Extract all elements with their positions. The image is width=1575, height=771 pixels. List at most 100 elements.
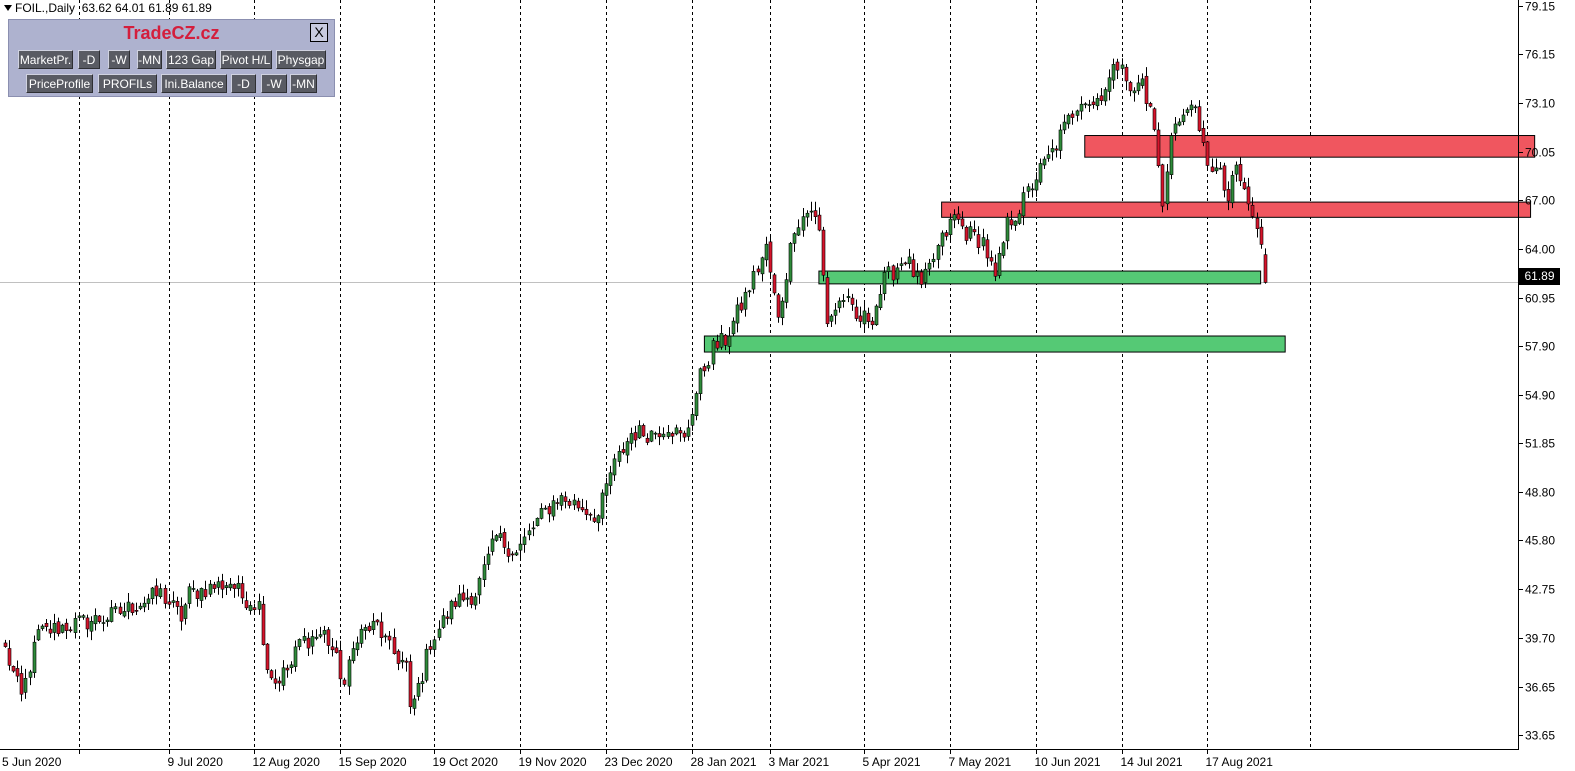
candle-bull	[735, 304, 740, 324]
candle-bull	[138, 605, 143, 609]
candle-bull	[637, 425, 642, 439]
candle-bear	[1152, 108, 1157, 130]
candle-bull	[931, 258, 936, 263]
candle-bull	[940, 232, 945, 247]
candle-bull	[89, 620, 94, 632]
candle-bear	[1091, 101, 1096, 105]
candle-bear	[989, 257, 994, 262]
y-tick-label: 70.05	[1525, 146, 1555, 160]
candle-bull	[600, 492, 605, 519]
candle-bull	[886, 266, 891, 272]
collapse-triangle-icon[interactable]	[4, 4, 12, 11]
candle-bear	[854, 306, 859, 319]
mp-day-button[interactable]: -D	[78, 50, 100, 69]
candle-bull	[1107, 77, 1112, 92]
candle-bear	[588, 513, 593, 516]
candle-bull	[706, 365, 711, 369]
candle-bull	[1165, 171, 1170, 205]
ib-day-button[interactable]: -D	[231, 74, 256, 93]
candle-bear	[645, 437, 650, 443]
candle-bull	[302, 636, 307, 641]
candle-bull	[531, 527, 536, 530]
candle-bear	[163, 588, 168, 604]
candle-bull	[494, 535, 499, 541]
candle-bull	[747, 290, 752, 293]
y-tick-label: 45.80	[1525, 534, 1555, 548]
candle-bull	[1189, 104, 1194, 111]
candle-bear	[563, 496, 568, 502]
ini-balance-button[interactable]: Ini.Balance	[161, 74, 227, 93]
x-tick-label: 28 Jan 2021	[691, 755, 757, 769]
candle-bull	[93, 615, 98, 625]
profils-button[interactable]: PROFILs	[98, 74, 157, 93]
candle-bull	[1021, 192, 1026, 217]
resistance-zone	[1084, 135, 1536, 158]
candle-bull	[187, 586, 192, 604]
candle-bear	[1210, 166, 1215, 172]
y-tick-label: 54.90	[1525, 389, 1555, 403]
candle-bull	[40, 625, 45, 629]
candle-bull	[28, 671, 33, 678]
candle-bear	[408, 661, 413, 708]
candle-bull	[437, 628, 442, 638]
candle-bull	[936, 245, 941, 260]
candle-bear	[702, 366, 707, 372]
candle-bull	[661, 433, 666, 438]
candle-bull	[837, 300, 842, 309]
candle-bull	[764, 243, 769, 261]
candle-bull	[1034, 179, 1039, 191]
candle-bull	[784, 279, 789, 303]
x-tick-label: 19 Nov 2020	[519, 755, 587, 769]
candle-bull	[441, 615, 446, 628]
candle-bull	[948, 218, 953, 235]
pivot-hl-button[interactable]: Pivot H/L	[220, 50, 272, 69]
candle-bear	[960, 218, 965, 227]
candle-bull	[347, 659, 352, 687]
candle-bull	[1042, 158, 1047, 166]
candles	[3, 58, 1268, 716]
candle-bull	[878, 294, 883, 308]
y-tick-label: 36.65	[1525, 681, 1555, 695]
candle-bear	[85, 617, 90, 630]
candle-bear	[387, 635, 392, 641]
candle-bull	[248, 605, 253, 611]
candle-bull	[698, 368, 703, 394]
ib-week-button[interactable]: -W	[261, 74, 287, 93]
symbol-label: FOIL.,Daily	[15, 1, 76, 15]
candle-bull	[1005, 216, 1010, 242]
candle-bull	[1136, 82, 1141, 92]
candle-bear	[15, 668, 20, 677]
candle-bear	[768, 241, 773, 273]
physgap-button[interactable]: Physgap	[276, 50, 326, 69]
mp-week-button[interactable]: -W	[108, 50, 130, 69]
candle-bear	[1201, 128, 1206, 143]
candle-bear	[866, 312, 871, 322]
y-tick-label: 42.75	[1525, 583, 1555, 597]
candle-bull	[522, 536, 527, 545]
candle-bull	[105, 619, 110, 622]
marketprofile-button[interactable]: MarketPr.	[18, 50, 73, 69]
candle-bull	[432, 639, 437, 650]
candle-bear	[285, 667, 290, 671]
candle-bear	[576, 500, 581, 509]
ib-month-button[interactable]: -MN	[290, 74, 317, 93]
candle-bull	[915, 271, 920, 277]
y-tick-label: 67.00	[1525, 194, 1555, 208]
candle-bull	[1193, 106, 1198, 109]
123-gap-button[interactable]: 123 Gap	[166, 50, 216, 69]
candle-bull	[829, 315, 834, 322]
candle-bear	[817, 214, 822, 231]
mp-month-button[interactable]: -MN	[137, 50, 162, 69]
candle-bear	[858, 315, 863, 322]
candle-bull	[113, 606, 118, 610]
panel-close-button[interactable]: X	[310, 23, 328, 42]
x-tick-label: 12 Aug 2020	[253, 755, 321, 769]
priceprofile-button[interactable]: PriceProfile	[26, 74, 93, 93]
candle-bear	[44, 623, 49, 627]
candle-bull	[731, 320, 736, 335]
candle-bull	[1177, 121, 1182, 126]
candle-bull	[1218, 167, 1223, 170]
candle-bear	[956, 213, 961, 220]
y-tick-label: 48.80	[1525, 486, 1555, 500]
